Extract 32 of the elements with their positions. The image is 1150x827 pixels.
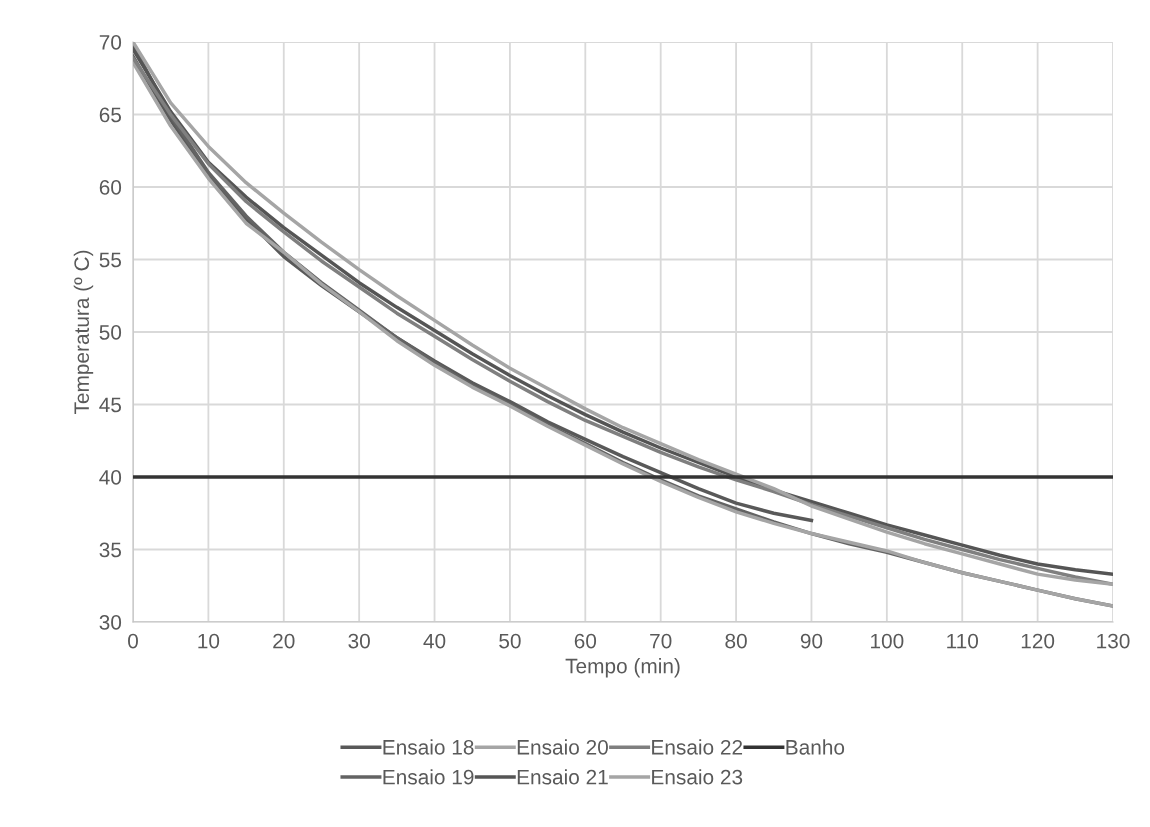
x-tick-label: 70 [650, 633, 672, 649]
y-tick-label: 65 [99, 107, 122, 123]
legend-label: Banho [786, 739, 845, 755]
y-tick-label: 55 [99, 252, 122, 268]
x-tick-label: 120 [1021, 633, 1055, 649]
legend-label: Ensaio 20 [517, 739, 608, 755]
x-tick-label: 50 [499, 633, 521, 649]
x-tick-label: 10 [198, 633, 220, 649]
x-tick-label: 20 [273, 633, 295, 649]
x-tick-label: 60 [574, 633, 597, 649]
x-axis-title: Tempo (min) [565, 658, 680, 678]
y-tick-label: 35 [99, 542, 122, 558]
y-tick-label: 45 [99, 397, 122, 413]
y-tick-label: 70 [99, 35, 122, 50]
legend-label: Ensaio 19 [383, 769, 474, 785]
y-tick-label: 40 [99, 470, 122, 485]
x-tick-label: 110 [947, 633, 979, 649]
x-tick-label: 40 [423, 633, 446, 649]
y-tick-label: 30 [99, 615, 122, 630]
x-tick-label: 0 [128, 633, 138, 649]
x-tick-label: 30 [348, 633, 370, 649]
x-tick-label: 130 [1097, 633, 1130, 649]
legend-label: Ensaio 23 [652, 769, 743, 785]
legend-label: Ensaio 18 [383, 739, 474, 755]
legend-label: Ensaio 21 [517, 769, 608, 785]
y-tick-label: 60 [99, 180, 122, 195]
x-tick-label: 100 [871, 633, 904, 649]
x-tick-label: 90 [800, 633, 823, 649]
y-tick-label: 50 [99, 325, 122, 340]
legend-label: Ensaio 22 [652, 739, 743, 755]
y-axis-title: Temperatura (º C) [73, 250, 94, 415]
x-tick-label: 80 [725, 633, 747, 649]
